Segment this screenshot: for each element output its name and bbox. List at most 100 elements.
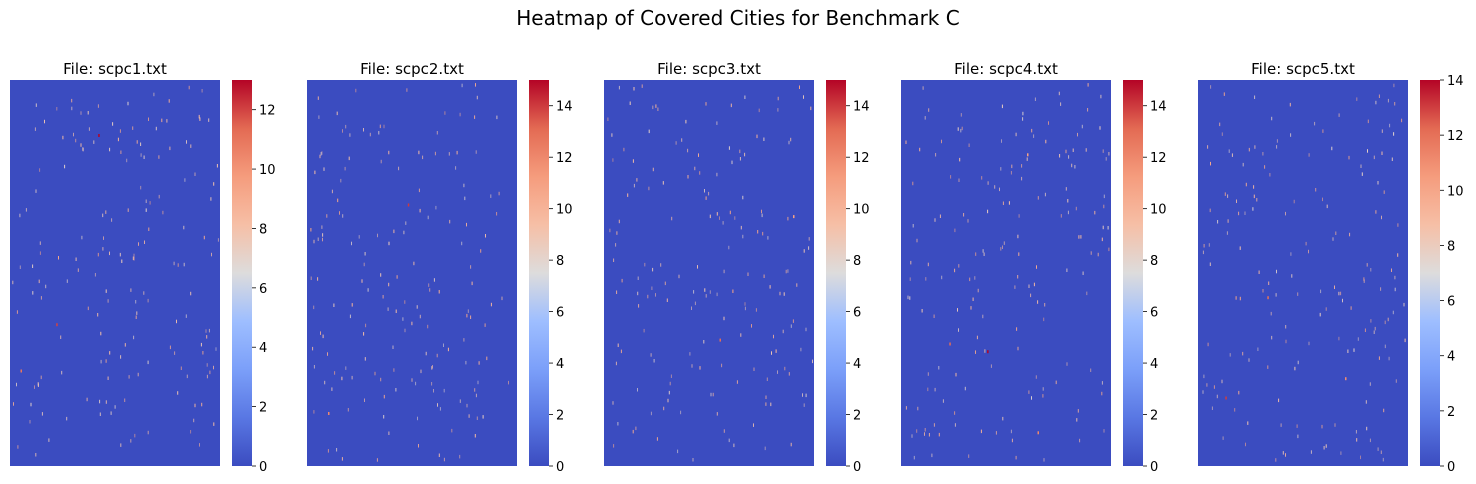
heatmap-cell-speckle (960, 128, 962, 133)
heatmap-cell-speckle (1294, 366, 1296, 371)
colorbar-tick-label: 10 (1447, 184, 1464, 199)
heatmap-cell-speckle (802, 393, 803, 397)
heatmap-cell-speckle (1367, 119, 1369, 124)
heatmap-cell-speckle (1103, 204, 1105, 209)
heatmap-cell-speckle (105, 289, 107, 293)
heatmap-cell-speckle (1101, 381, 1103, 385)
heatmap-cell-speckle (1071, 163, 1073, 168)
heatmap-cell-speckle (321, 151, 323, 155)
heatmap-cell-speckle (312, 346, 314, 351)
heatmap-cell-speckle (145, 199, 147, 203)
heatmap-cell-speckle (1326, 204, 1328, 209)
heatmap-cell-speckle (1361, 172, 1363, 176)
heatmap-cell-speckle (611, 133, 613, 137)
heatmap-cell-speckle (1382, 457, 1384, 462)
heatmap-cell-speckle (921, 309, 923, 313)
heatmap-cell-speckle (1267, 365, 1269, 369)
heatmap-cell-speckle (379, 124, 381, 129)
heatmap-cell-speckle (1065, 149, 1067, 154)
heatmap-cell-speckle (1221, 379, 1223, 384)
heatmap-cell-speckle (1252, 207, 1254, 211)
heatmap-cell-speckle (199, 117, 201, 121)
heatmap-cell-speckle (638, 304, 640, 308)
heatmap-cell-speckle (344, 166, 346, 171)
heatmap-cell-speckle (669, 381, 671, 386)
heatmap-cell-speckle (471, 281, 473, 286)
heatmap-cell-high (987, 350, 989, 354)
heatmap-cell-speckle (1360, 164, 1362, 168)
heatmap-cell-speckle (1278, 398, 1280, 403)
heatmap-cell-speckle (716, 121, 718, 125)
heatmap-cell-speckle (1206, 383, 1208, 387)
heatmap-cell-speckle (1275, 293, 1277, 297)
heatmap-cell-speckle (933, 314, 935, 318)
heatmap-cell-speckle (1242, 351, 1244, 356)
heatmap-cell-speckle (733, 443, 735, 448)
heatmap-cell-speckle (427, 324, 429, 329)
heatmap-cell-speckle (934, 218, 936, 222)
heatmap-cell-high (407, 203, 410, 207)
heatmap-cell-speckle (143, 155, 145, 159)
heatmap-cell-speckle (203, 235, 205, 240)
colorbar-tick-label: 4 (853, 357, 861, 372)
heatmap-cell-speckle (377, 233, 378, 238)
heatmap-cell-speckle (1238, 390, 1240, 395)
heatmap-cell-speckle (1282, 451, 1284, 455)
heatmap-cell-speckle (618, 219, 620, 224)
heatmap-cell-speckle (351, 241, 352, 246)
heatmap-cell-speckle (723, 316, 725, 321)
heatmap-cell-speckle (1384, 320, 1386, 325)
heatmap-cell-speckle (1388, 356, 1390, 361)
colorbar-tick-label: 12 (853, 151, 870, 166)
heatmap-cell-speckle (719, 216, 720, 220)
heatmap-cell-speckle (987, 181, 989, 185)
heatmap-cell-speckle (87, 111, 89, 115)
heatmap-cell-speckle (464, 196, 466, 201)
heatmap-cell-speckle (1028, 390, 1030, 394)
heatmap-cell-speckle (393, 368, 395, 372)
heatmap-cell-speckle (403, 230, 405, 235)
heatmap-cell-speckle (954, 423, 956, 427)
heatmap-cell-speckle (939, 214, 941, 218)
heatmap-cell-speckle (39, 251, 41, 255)
heatmap-cell-speckle (349, 314, 351, 319)
heatmap-cell-speckle (1271, 116, 1273, 121)
heatmap-cell-speckle (954, 228, 956, 233)
heatmap-cell-speckle (648, 186, 650, 191)
heatmap-cell-speckle (148, 227, 150, 231)
heatmap-cell-speckle (451, 428, 453, 433)
heatmap-cell-speckle (317, 237, 319, 241)
heatmap-cell-speckle (336, 448, 338, 452)
heatmap-cell-speckle (1258, 270, 1260, 274)
heatmap-cell-speckle (1296, 424, 1298, 428)
heatmap-cell-speckle (668, 390, 670, 395)
heatmap-cell-speckle (987, 209, 989, 214)
heatmap-cell-speckle (194, 403, 196, 408)
heatmap-cell-speckle (1033, 282, 1035, 287)
heatmap-cell-speckle (380, 273, 382, 277)
heatmap-cell-speckle (149, 201, 151, 205)
heatmap-cell-speckle (653, 359, 655, 363)
heatmap-cell-speckle (319, 154, 321, 159)
heatmap-cell-speckle (790, 137, 792, 142)
heatmap-cell-speckle (318, 115, 320, 119)
heatmap-cells (604, 80, 814, 466)
heatmap-cell-speckle (434, 151, 436, 156)
heatmap-cell-speckle (730, 103, 732, 108)
heatmap-cell-speckle (766, 377, 768, 381)
heatmap-cell-speckle (1366, 263, 1368, 267)
heatmap-cell-speckle (1397, 253, 1399, 257)
heatmap-cell-speckle (763, 137, 765, 141)
heatmap-cell-speckle (169, 146, 171, 151)
heatmap-cell-speckle (429, 288, 431, 292)
heatmap-cell-speckle (184, 178, 186, 182)
heatmap-cell-speckle (317, 277, 319, 281)
heatmap-cell-speckle (663, 406, 665, 411)
heatmap-cell-speckle (376, 458, 378, 462)
heatmap-cell-speckle (1264, 165, 1266, 169)
heatmap-cell-speckle (805, 393, 807, 398)
heatmap-cell-speckle (765, 395, 767, 399)
heatmap-cell-speckle (444, 111, 446, 115)
heatmap-cell-speckle (703, 340, 705, 344)
heatmap-cell-speckle (374, 371, 376, 376)
